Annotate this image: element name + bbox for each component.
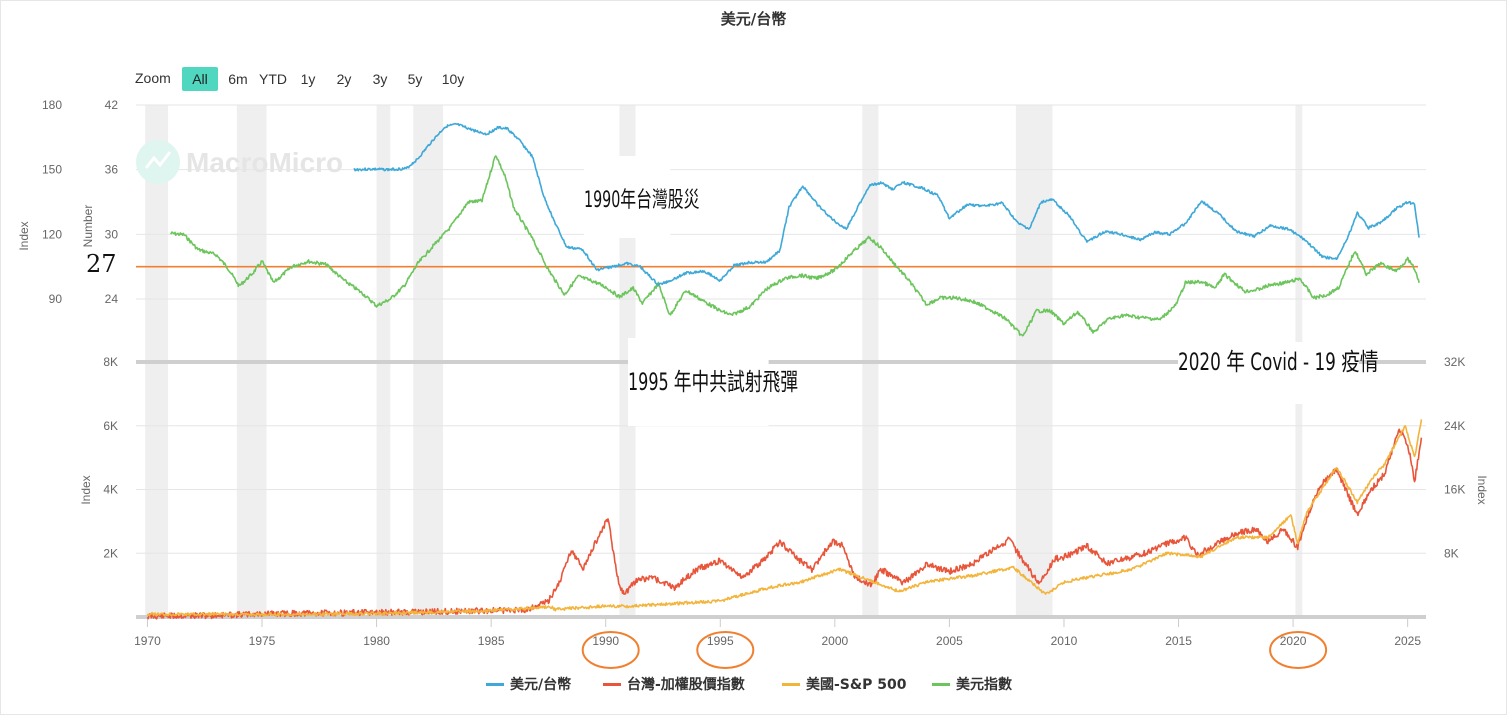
- x-tick-label: 2000: [821, 634, 848, 648]
- zoom-label: Zoom: [135, 70, 171, 86]
- y-axis-label: Index: [17, 221, 31, 250]
- y-axis-label: Index: [79, 475, 93, 504]
- y-tick-label: 150: [42, 163, 62, 177]
- legend-swatch: [782, 682, 800, 686]
- watermark-text: MacroMicro: [186, 147, 343, 178]
- y-tick-label: 90: [49, 292, 63, 306]
- x-tick-label: 2025: [1394, 634, 1421, 648]
- series-line-sp500: [146, 419, 1423, 617]
- y-axis-label: Number: [81, 205, 95, 248]
- y-tick-label: 8K: [103, 355, 118, 369]
- highlight-circle: [581, 631, 640, 669]
- legend-label: 台灣-加權股價指數: [627, 677, 745, 693]
- y-axis-label: Index: [1475, 475, 1489, 504]
- zoom-1y-button[interactable]: 1y: [300, 71, 316, 87]
- x-tick-label: 2005: [936, 634, 963, 648]
- x-tick-label: 1995: [707, 634, 734, 648]
- zoom-2y-button[interactable]: 2y: [336, 71, 352, 87]
- y-tick-label: 2K: [103, 546, 118, 560]
- zoom-5y-button[interactable]: 5y: [407, 71, 423, 87]
- zoom-all-button[interactable]: All: [182, 67, 218, 91]
- zoom-3y-button[interactable]: 3y: [372, 71, 388, 87]
- y-tick-label: 36: [105, 163, 119, 177]
- legend-swatch: [932, 682, 950, 686]
- y-tick-label: 42: [105, 98, 119, 112]
- y-tick-label: 24: [105, 292, 119, 306]
- highlight-circle: [1269, 631, 1328, 669]
- annotation-2020-covid: 2020 年 Covid - 19 疫情: [1178, 342, 1379, 404]
- legend-label: 美國-S&P 500: [806, 677, 907, 693]
- legend-item-dxy[interactable]: 美元指數: [932, 674, 1012, 694]
- watermark: MacroMicro: [136, 140, 343, 184]
- y-tick-label: 32K: [1444, 355, 1465, 369]
- x-tick-label: 1990: [592, 634, 619, 648]
- x-tick-label: 1970: [134, 634, 161, 648]
- legend-item-taiex[interactable]: 台灣-加權股價指數: [603, 674, 745, 694]
- y-tick-label: 180: [42, 98, 62, 112]
- y-tick-label: 30: [105, 227, 119, 241]
- legend-swatch: [486, 682, 504, 686]
- y-tick-label: 16K: [1444, 483, 1465, 497]
- legend-swatch: [603, 682, 621, 686]
- series-line-usd-twd: [353, 122, 1420, 287]
- highlight-circle: [696, 631, 755, 669]
- chart-title: 美元/台幣: [720, 10, 787, 28]
- annotation-1995-missile: 1995 年中共試射飛彈: [628, 338, 798, 426]
- series-line-taiex: [146, 428, 1423, 620]
- y-tick-label: 8K: [1444, 546, 1459, 560]
- y-tick-label: 120: [42, 227, 62, 241]
- x-tick-label: 1980: [363, 634, 390, 648]
- zoom-10y-button[interactable]: 10y: [441, 71, 465, 87]
- legend-label: 美元指數: [956, 677, 1012, 693]
- x-tick-label: 2010: [1051, 634, 1078, 648]
- x-tick-label: 2015: [1165, 634, 1192, 648]
- ref-line-label: 27: [86, 250, 117, 278]
- legend-item-sp500[interactable]: 美國-S&P 500: [782, 674, 906, 694]
- zoom-6m-button[interactable]: 6m: [228, 71, 248, 87]
- y-tick-label: 4K: [103, 483, 118, 497]
- x-tick-label: 1985: [478, 634, 505, 648]
- annotation-1990-crash: 1990年台灣股災: [584, 156, 699, 238]
- x-tick-label: 2020: [1280, 634, 1307, 648]
- x-tick-label: 1975: [249, 634, 276, 648]
- y-tick-label: 6K: [103, 419, 118, 433]
- series-line-dxy: [170, 155, 1420, 337]
- y-tick-label: 24K: [1444, 419, 1465, 433]
- legend-label: 美元/台幣: [510, 677, 572, 693]
- zoom-ytd-button[interactable]: YTD: [259, 71, 287, 87]
- legend-item-usd-twd[interactable]: 美元/台幣: [486, 674, 571, 694]
